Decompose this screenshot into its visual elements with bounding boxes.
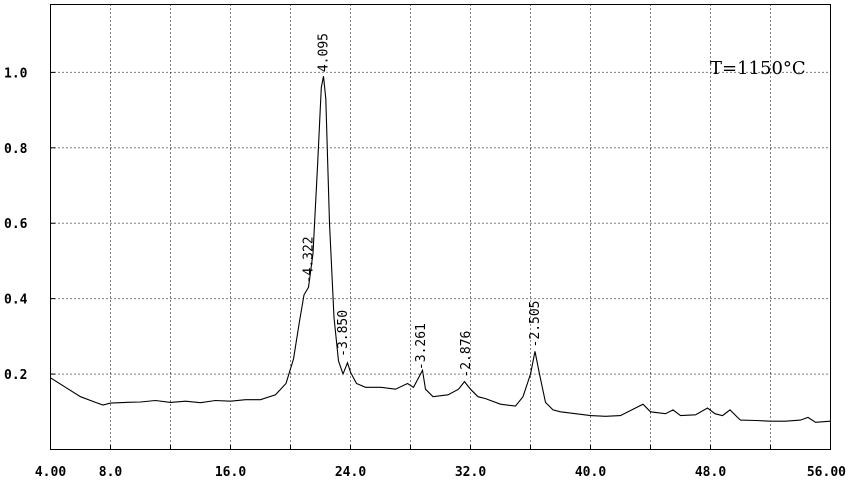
y-tick-label: 0.2 <box>4 368 27 383</box>
peak-label: -4.322 <box>302 236 317 283</box>
peak-label: -2.876 <box>459 331 474 378</box>
temperature-annotation: T=1150°C <box>710 58 806 79</box>
y-tick-label: 0.4 <box>4 293 28 308</box>
peak-labels: -4.322 4.095 -3.850 -3.261 -2.876 -2.505 <box>302 33 544 378</box>
x-tick-label: 48.0 <box>695 465 726 480</box>
y-tick-label: 0.8 <box>4 142 28 157</box>
peak-label: -2.505 <box>528 300 543 347</box>
x-tick-label: 56.00 <box>807 465 846 480</box>
x-tick-label: 4.00 <box>35 465 66 480</box>
x-tick-label: 32.0 <box>455 465 486 480</box>
peak-label: -3.850 <box>336 310 351 357</box>
y-tick-label: 0.6 <box>4 217 28 232</box>
y-tick-label: 1.0 <box>4 66 28 81</box>
x-tick-label: 24.0 <box>335 465 366 480</box>
axes: 0.2 0.4 0.6 0.8 1.0 4.00 8.0 16.0 24.0 32.0 40.0 48… <box>4 66 846 480</box>
series-line <box>50 76 831 423</box>
x-tick-label: 8.0 <box>99 465 123 480</box>
x-tick-label: 16.0 <box>215 465 246 480</box>
x-tick-label: 40.0 <box>575 465 606 480</box>
plot-frame <box>50 4 831 450</box>
peak-label: -3.261 <box>414 323 429 370</box>
peak-label: 4.095 <box>317 33 332 72</box>
